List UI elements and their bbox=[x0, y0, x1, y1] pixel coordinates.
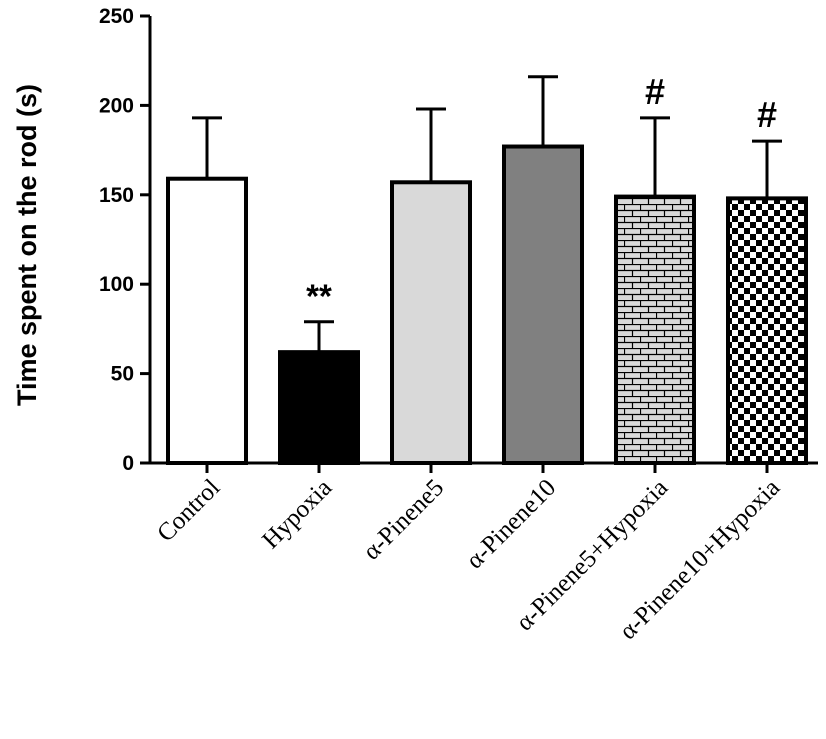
y-axis-label: Time spent on the rod (s) bbox=[12, 84, 42, 406]
bar bbox=[614, 194, 696, 465]
significance-annotation: ** bbox=[306, 278, 332, 315]
significance-annotation: # bbox=[645, 71, 665, 112]
y-tick-label: 50 bbox=[111, 363, 134, 386]
bar bbox=[278, 350, 360, 466]
y-tick-label: 250 bbox=[99, 5, 134, 28]
category-label: α-Pinene5 bbox=[358, 474, 449, 565]
category-label: Control bbox=[152, 474, 225, 547]
y-tick-label: 0 bbox=[122, 452, 134, 475]
bar bbox=[726, 196, 808, 465]
bars: ** # # bbox=[166, 71, 808, 466]
category-label: α-Pinene10 bbox=[461, 474, 561, 574]
y-tick-label: 100 bbox=[99, 273, 134, 296]
bar bbox=[390, 180, 472, 465]
bar bbox=[166, 176, 248, 465]
y-tick-label: 200 bbox=[99, 94, 134, 117]
axes: 0 50 100 150 200 250 bbox=[99, 5, 818, 475]
category-label: Hypoxia bbox=[257, 474, 337, 554]
bar bbox=[502, 144, 584, 466]
y-tick-label: 150 bbox=[99, 184, 134, 207]
category-labels: Control Hypoxia α-Pinene5 α-Pinene10α-Pinen… bbox=[152, 474, 785, 645]
significance-annotation: # bbox=[757, 94, 777, 135]
